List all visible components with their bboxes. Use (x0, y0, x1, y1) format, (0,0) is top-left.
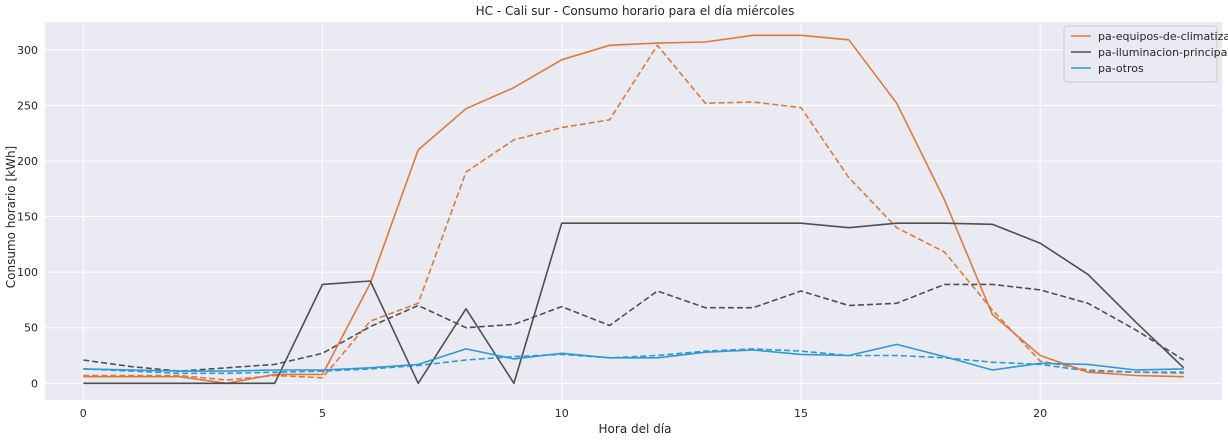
legend-label: pa-otros (1098, 62, 1144, 75)
x-tick-label: 5 (319, 407, 326, 420)
y-tick-label: 300 (17, 44, 38, 57)
y-axis-label: Consumo horario [kWh] (4, 146, 18, 288)
series-line-dashed-5 (83, 348, 1184, 375)
y-tick-label: 150 (17, 211, 38, 224)
x-tick-label: 0 (80, 407, 87, 420)
y-tick-label: 250 (17, 99, 38, 112)
x-tick-label: 20 (1033, 407, 1047, 420)
x-axis-label: Hora del día (599, 422, 672, 436)
y-tick-label: 0 (31, 377, 38, 390)
legend-label: pa-iluminacion-principal (1098, 46, 1228, 59)
legend-label: pa-equipos-de-climatizacion (1098, 30, 1228, 43)
grid-lines (45, 22, 1222, 400)
y-tick-label: 100 (17, 266, 38, 279)
series-line-dashed-4 (83, 283, 1185, 372)
series-layer (83, 34, 1185, 385)
plot-area (45, 22, 1222, 400)
legend: pa-equipos-de-climatizacion pa-iluminacio… (1063, 25, 1228, 83)
y-tick-label: 50 (24, 322, 38, 335)
x-tick-label: 10 (555, 407, 569, 420)
series-line-solid-1 (83, 222, 1185, 385)
chart-title: HC - Cali sur - Consumo horario para el … (476, 4, 795, 18)
series-line-solid-2 (83, 343, 1184, 372)
y-tick-label: 200 (17, 155, 38, 168)
y-tick-labels: 0 50 100 150 200 250 300 (17, 44, 38, 391)
x-tick-label: 15 (794, 407, 808, 420)
x-tick-labels: 0 5 10 15 20 (80, 407, 1047, 420)
legend-box (1063, 25, 1218, 83)
series-line-solid-0 (83, 34, 1184, 385)
